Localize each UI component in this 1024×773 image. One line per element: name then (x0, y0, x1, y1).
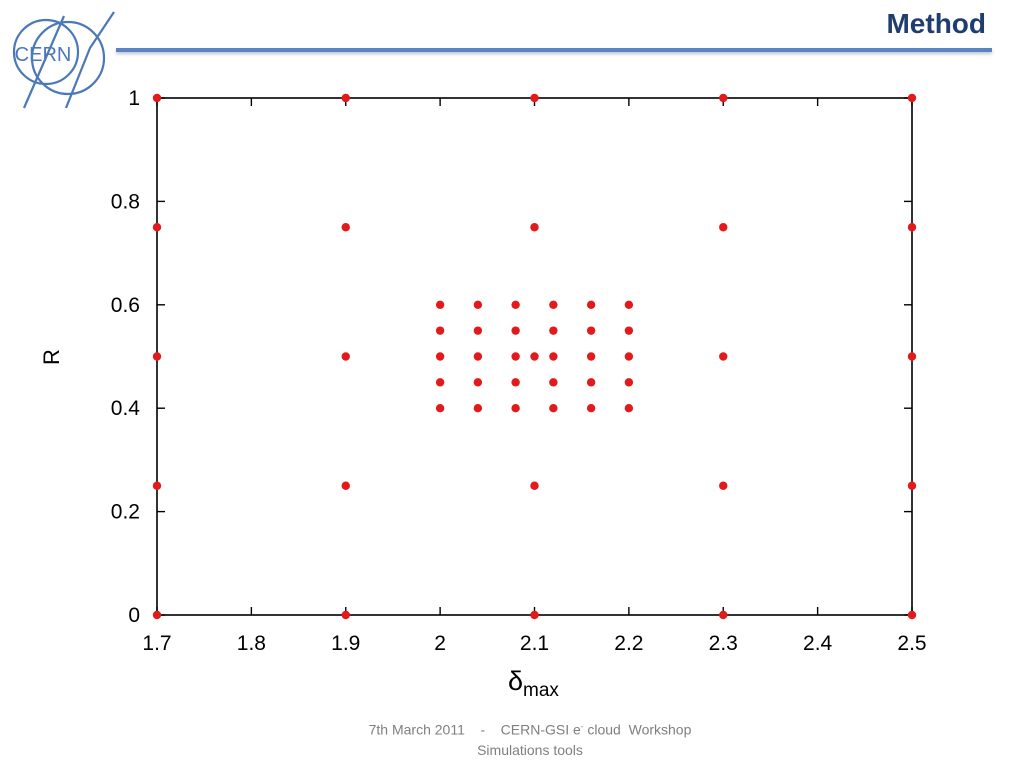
data-points (152, 93, 917, 620)
footer-event-prefix: CERN-GSI e (500, 721, 581, 738)
data-point (586, 404, 596, 413)
x-tick-label: 2.1 (520, 632, 549, 655)
data-point (907, 93, 917, 103)
data-point (907, 352, 917, 361)
y-tick-label: 1 (128, 87, 140, 110)
data-point (473, 404, 483, 413)
data-point (435, 326, 445, 335)
page-title: Method (886, 8, 986, 39)
data-point (511, 404, 520, 413)
footer-separator: - (480, 721, 486, 738)
data-point (152, 610, 162, 620)
data-point (549, 352, 558, 361)
data-point (549, 378, 558, 387)
data-point (473, 326, 483, 335)
x-tick-label: 2.2 (614, 632, 643, 655)
data-point (549, 404, 558, 413)
data-point (530, 610, 539, 620)
data-point (586, 378, 596, 387)
data-point (152, 481, 162, 490)
x-tick-label: 2.4 (803, 632, 833, 655)
logo-text: CERN (15, 44, 72, 66)
x-axis-label: δmax (508, 666, 559, 701)
data-point (473, 300, 483, 309)
title-divider (116, 48, 992, 52)
data-point (624, 352, 634, 361)
data-point (549, 300, 558, 309)
y-tick-label: 0.8 (111, 190, 140, 213)
data-point (624, 300, 634, 309)
data-point (586, 352, 596, 361)
data-point (152, 223, 162, 232)
y-tick-label: 0 (128, 604, 140, 627)
footer-line-1: 7th March 2011 - CERN-GSI e- cloud Works… (0, 717, 1024, 740)
data-point (719, 93, 728, 103)
data-point (152, 93, 162, 103)
data-point (341, 223, 350, 232)
data-point (152, 352, 162, 361)
x-tick-label: 1.8 (237, 632, 266, 655)
data-point (435, 300, 445, 309)
x-tick-label: 1.9 (331, 632, 360, 655)
y-axis-label: R (39, 349, 64, 365)
data-point (435, 378, 445, 387)
data-point (586, 326, 596, 335)
x-tick-label: 2.3 (709, 632, 738, 655)
y-tick-label: 0.2 (111, 501, 140, 524)
x-tick-label: 2.5 (897, 632, 926, 655)
data-point (511, 378, 520, 387)
y-tick-label: 0.4 (111, 397, 141, 420)
data-point (907, 223, 917, 232)
data-point (341, 610, 350, 620)
data-point (907, 610, 917, 620)
data-point (511, 326, 520, 335)
footer-date: 7th March 2011 (368, 721, 465, 738)
x-tick-label: 2 (434, 632, 446, 655)
data-point (530, 93, 539, 103)
data-point (473, 352, 483, 361)
data-point (624, 326, 634, 335)
footer: 7th March 2011 - CERN-GSI e- cloud Works… (0, 717, 1024, 760)
data-point (719, 223, 728, 232)
y-tick-labels: 0 0.2 0.4 0.6 0.8 1 (111, 87, 141, 627)
data-point (907, 481, 917, 490)
data-point (511, 352, 520, 361)
footer-line-2: Simulations tools (477, 741, 583, 758)
data-point (719, 352, 728, 361)
data-point (473, 378, 483, 387)
data-point (511, 300, 520, 309)
data-point (624, 378, 634, 387)
data-point (435, 404, 445, 413)
data-point (719, 481, 728, 490)
data-point (624, 404, 634, 413)
y-tick-label: 0.6 (111, 294, 140, 317)
data-point (435, 352, 445, 361)
data-point (530, 352, 539, 361)
data-point (341, 481, 350, 490)
x-tick-labels: 1.7 1.8 1.9 2 2.1 2.2 2.3 2.4 2.5 (142, 632, 926, 655)
data-point (530, 223, 539, 232)
x-tick-label: 1.7 (142, 632, 171, 655)
data-point (341, 93, 350, 103)
cern-logo: CERN (12, 11, 115, 109)
footer-event-suffix: cloud Workshop (583, 721, 692, 738)
data-point (530, 481, 539, 490)
footer-event-sup: - (580, 722, 584, 731)
data-point (586, 300, 596, 309)
data-point (549, 326, 558, 335)
data-point (719, 610, 728, 620)
data-point (341, 352, 350, 361)
